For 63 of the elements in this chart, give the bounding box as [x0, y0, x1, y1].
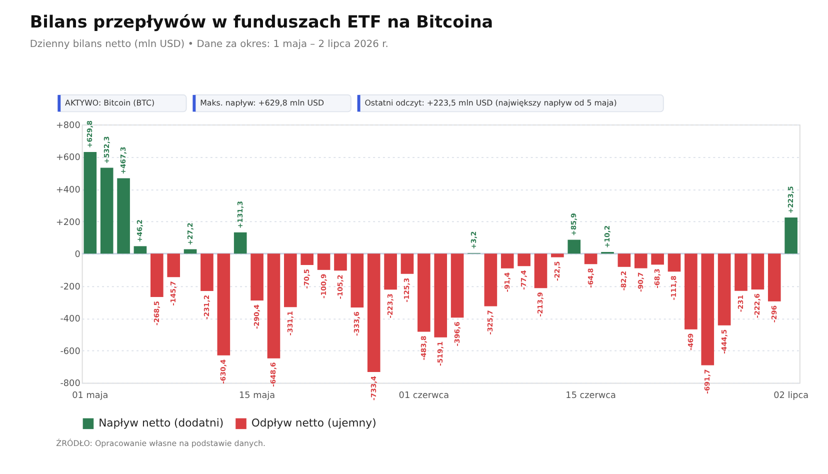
bar — [384, 254, 397, 290]
x-tick-label: 15 maja — [239, 391, 276, 402]
y-tick-label: -800 — [60, 379, 81, 390]
bar — [217, 254, 230, 356]
bar — [568, 240, 581, 254]
bar — [618, 254, 631, 267]
bar — [250, 254, 264, 300]
bar — [350, 254, 364, 308]
bar — [734, 254, 748, 291]
bar — [300, 254, 314, 266]
x-tick-label: 01 czerwca — [398, 391, 450, 402]
bar — [701, 254, 714, 366]
bar — [684, 254, 698, 330]
bar — [284, 254, 297, 308]
bar — [751, 254, 764, 290]
bar — [500, 254, 514, 268]
bar — [784, 218, 798, 254]
bar — [184, 249, 197, 254]
bar — [518, 254, 530, 266]
bar — [768, 254, 781, 302]
bar — [434, 254, 448, 338]
bar — [167, 254, 180, 278]
bar — [150, 254, 164, 297]
y-tick-label: +200 — [56, 218, 81, 228]
y-tick-label: -400 — [60, 314, 81, 325]
bar — [367, 254, 380, 372]
y-tick-label: 0 — [74, 250, 81, 260]
y-tick-label: +800 — [56, 120, 81, 131]
bar — [534, 254, 548, 288]
bar — [651, 254, 664, 265]
bar — [117, 178, 130, 254]
chart-subtitle: Dzienny bilans netto (mln USD) • Dane za okres: 1 maja – 2 lipca 2026 r. — [30, 39, 388, 50]
bar — [584, 254, 598, 264]
bar — [484, 254, 498, 306]
bar — [84, 152, 97, 254]
y-tick-label: +400 — [56, 186, 81, 196]
bar — [334, 254, 347, 271]
bar — [418, 254, 430, 332]
text: Ostatni odczyt: +223,5 mln USD (największy napływ od 5 maja) — [364, 98, 617, 108]
text: ŹRÓDŁO: Opracowanie własne na podstawie danych. — [56, 438, 266, 448]
x-tick-label: 15 czerwca — [566, 391, 616, 402]
bar — [200, 254, 214, 291]
bar — [100, 168, 114, 254]
bar — [267, 254, 280, 358]
legend-label: Odpływ netto (ujemny) — [251, 416, 376, 430]
x-tick-label: 01 maja — [72, 391, 108, 402]
y-tick-label: -600 — [60, 346, 81, 357]
bar — [718, 254, 731, 326]
bar — [551, 254, 564, 258]
bar — [450, 254, 464, 318]
y-tick-label: +600 — [56, 153, 81, 164]
text: AKTYWO: Bitcoin (BTC) — [65, 98, 155, 108]
text: Maks. napływ: +629,8 mln USD — [200, 98, 324, 108]
bar — [634, 254, 648, 268]
bar — [400, 254, 414, 274]
legend-label: Napływ netto (dodatni) — [98, 416, 224, 430]
x-tick-label: 02 lipca — [774, 391, 809, 402]
bar — [234, 232, 247, 254]
bar — [134, 246, 147, 254]
bar — [317, 254, 330, 270]
bar — [668, 254, 681, 272]
y-tick-label: -200 — [60, 282, 81, 292]
chart-title: Bilans przepływów w funduszach ETF na Bitcoina — [30, 11, 494, 32]
